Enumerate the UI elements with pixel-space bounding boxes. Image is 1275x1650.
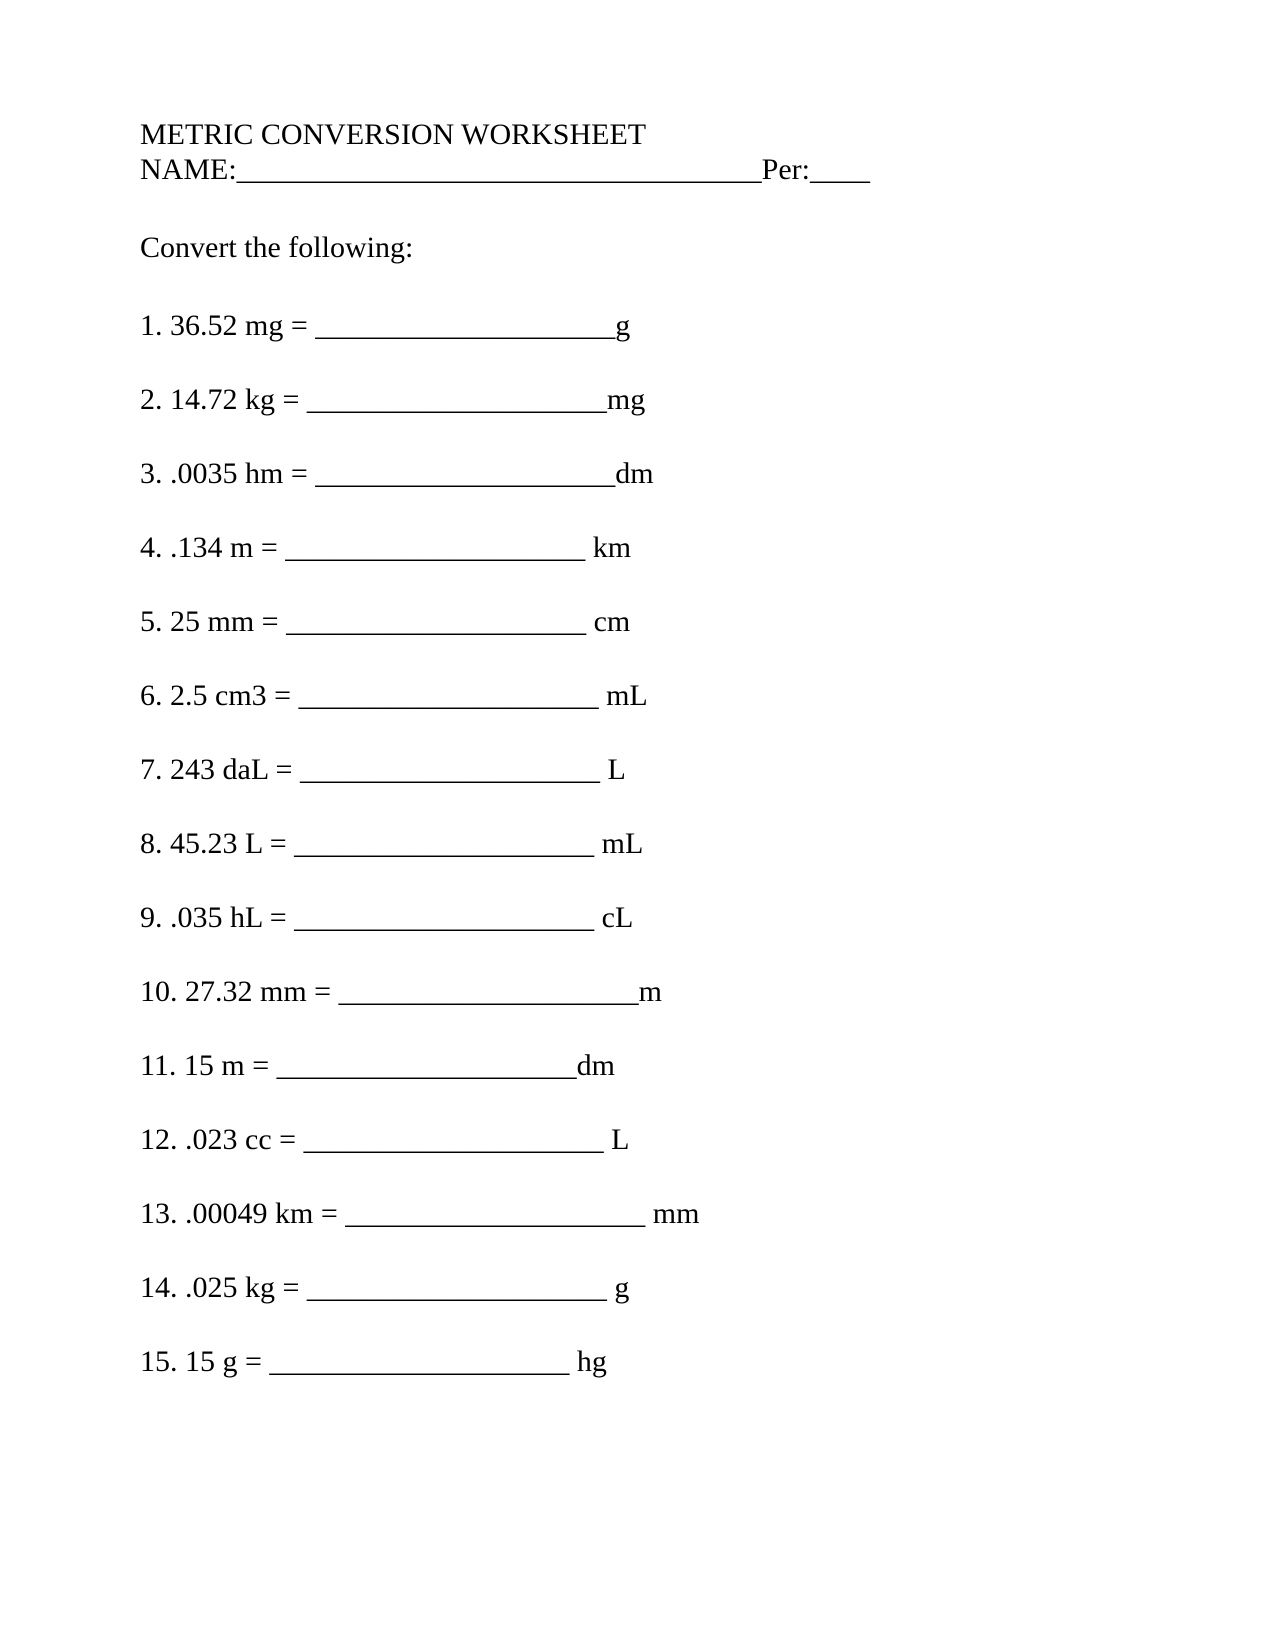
problem-number: 13 [140, 1197, 170, 1230]
answer-blank[interactable]: ____________________ [299, 679, 599, 712]
problem-value: 36.52 mg [170, 309, 283, 342]
problem-number: 2 [140, 383, 155, 416]
problem-value: .134 m [170, 531, 253, 564]
problem-number: 14 [140, 1271, 170, 1304]
problem-row: 13. .00049 km = ____________________ mm [140, 1197, 1135, 1231]
problem-number: 3 [140, 457, 155, 490]
problem-row: 6. 2.5 cm3 = ____________________ mL [140, 679, 1135, 713]
answer-blank[interactable]: ____________________ [339, 975, 639, 1008]
problem-row: 14. .025 kg = ____________________ g [140, 1271, 1135, 1305]
problem-row: 7. 243 daL = ____________________ L [140, 753, 1135, 787]
problem-number: 1 [140, 309, 155, 342]
answer-blank[interactable]: ____________________ [286, 605, 586, 638]
target-unit: mm [653, 1197, 700, 1230]
problem-value: .0035 hm [170, 457, 283, 490]
answer-blank[interactable]: ____________________ [285, 531, 585, 564]
answer-blank[interactable]: ____________________ [277, 1049, 577, 1082]
problem-row: 8. 45.23 L = ____________________ mL [140, 827, 1135, 861]
worksheet-page: METRIC CONVERSION WORKSHEET NAME:_______… [0, 0, 1275, 1379]
answer-blank[interactable]: ____________________ [315, 309, 615, 342]
problem-number: 8 [140, 827, 155, 860]
problem-row: 15. 15 g = ____________________ hg [140, 1345, 1135, 1379]
target-unit: mg [607, 383, 645, 416]
problem-number: 11 [140, 1049, 169, 1082]
answer-blank[interactable]: ____________________ [269, 1345, 569, 1378]
problem-row: 2. 14.72 kg = ____________________mg [140, 383, 1135, 417]
name-per-line: NAME:___________________________________… [140, 153, 1135, 188]
problem-value: 15 g [185, 1345, 238, 1378]
answer-blank[interactable]: ____________________ [294, 901, 594, 934]
target-unit: dm [615, 457, 653, 490]
worksheet-title: METRIC CONVERSION WORKSHEET [140, 118, 1135, 153]
problem-number: 15 [140, 1345, 170, 1378]
problem-value: .025 kg [185, 1271, 275, 1304]
answer-blank[interactable]: ____________________ [307, 383, 607, 416]
answer-blank[interactable]: ____________________ [315, 457, 615, 490]
problem-number: 10 [140, 975, 170, 1008]
target-unit: cL [602, 901, 634, 934]
problem-row: 3. .0035 hm = ____________________dm [140, 457, 1135, 491]
problem-row: 10. 27.32 mm = ____________________m [140, 975, 1135, 1009]
problem-value: .035 hL [170, 901, 262, 934]
problems-list: 1. 36.52 mg = ____________________g 2. 14… [140, 309, 1135, 1379]
problem-number: 4 [140, 531, 155, 564]
target-unit: hg [577, 1345, 607, 1378]
name-label: NAME: [140, 153, 237, 186]
target-unit: g [614, 1271, 629, 1304]
problem-value: 45.23 L [170, 827, 262, 860]
problem-row: 4. .134 m = ____________________ km [140, 531, 1135, 565]
problem-value: .023 cc [185, 1123, 272, 1156]
target-unit: km [593, 531, 631, 564]
problem-row: 1. 36.52 mg = ____________________g [140, 309, 1135, 343]
answer-blank[interactable]: ____________________ [294, 827, 594, 860]
problem-number: 5 [140, 605, 155, 638]
problem-number: 6 [140, 679, 155, 712]
answer-blank[interactable]: ____________________ [300, 753, 600, 786]
problem-number: 9 [140, 901, 155, 934]
problem-value: .00049 km [185, 1197, 313, 1230]
problem-value: 15 m [184, 1049, 245, 1082]
problem-row: 11. 15 m = ____________________dm [140, 1049, 1135, 1083]
problem-number: 7 [140, 753, 155, 786]
target-unit: m [639, 975, 662, 1008]
problem-value: 14.72 kg [170, 383, 275, 416]
answer-blank[interactable]: ____________________ [307, 1271, 607, 1304]
name-blank[interactable]: ___________________________________ [237, 153, 762, 186]
target-unit: cm [594, 605, 631, 638]
target-unit: mL [602, 827, 644, 860]
per-blank[interactable]: ____ [810, 153, 870, 186]
target-unit: mL [606, 679, 648, 712]
problem-row: 9. .035 hL = ____________________ cL [140, 901, 1135, 935]
problem-value: 27.32 mm [185, 975, 307, 1008]
target-unit: L [611, 1123, 629, 1156]
answer-blank[interactable]: ____________________ [304, 1123, 604, 1156]
instruction-text: Convert the following: [140, 231, 1135, 265]
target-unit: dm [577, 1049, 615, 1082]
problem-row: 5. 25 mm = ____________________ cm [140, 605, 1135, 639]
per-label: Per: [762, 153, 810, 186]
problem-value: 243 daL [170, 753, 268, 786]
target-unit: g [615, 309, 630, 342]
problem-value: 2.5 cm3 [170, 679, 267, 712]
problem-number: 12 [140, 1123, 170, 1156]
problem-value: 25 mm [170, 605, 254, 638]
problem-row: 12. .023 cc = ____________________ L [140, 1123, 1135, 1157]
target-unit: L [607, 753, 625, 786]
answer-blank[interactable]: ____________________ [345, 1197, 645, 1230]
